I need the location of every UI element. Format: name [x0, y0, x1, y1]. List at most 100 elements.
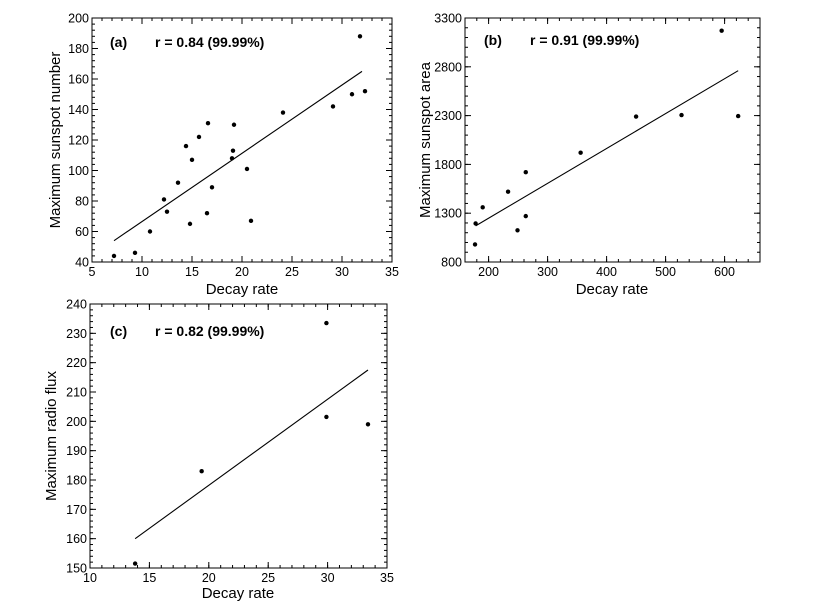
x-axis-label-c: Decay rate — [202, 585, 275, 602]
y-axis-label-b: Maximum sunspot area — [417, 61, 434, 218]
x-tick-labels-b: 200 300 400 500 600 — [478, 265, 735, 279]
y-tick-label: 40 — [75, 256, 89, 270]
data-point — [515, 228, 520, 233]
x-tick-label: 10 — [135, 265, 149, 279]
data-point — [175, 180, 181, 185]
data-point — [324, 320, 329, 326]
x-tick-label: 10 — [83, 571, 97, 585]
y-tick-label: 120 — [68, 134, 89, 148]
y-tick-label: 230 — [66, 327, 87, 341]
data-point — [280, 110, 286, 115]
correlation-label-c: r = 0.82 (99.99%) — [155, 323, 264, 339]
data-point — [349, 92, 355, 97]
fit-line-b — [475, 70, 739, 227]
data-point — [209, 185, 215, 190]
data-point — [111, 253, 117, 259]
data-point — [199, 469, 204, 474]
data-point — [187, 221, 193, 227]
data-point — [324, 414, 329, 420]
y-tick-label: 180 — [66, 474, 87, 488]
x-tick-label: 300 — [537, 265, 558, 279]
points-b — [472, 28, 741, 247]
data-point — [357, 34, 363, 39]
y-tick-label: 190 — [66, 444, 87, 458]
x-tick-label: 200 — [478, 265, 499, 279]
y-tick-label: 2800 — [434, 60, 462, 74]
x-tick-label: 5 — [89, 265, 96, 279]
y-tick-label: 180 — [68, 42, 89, 56]
y-tick-label: 200 — [66, 415, 87, 429]
x-tick-label: 600 — [714, 265, 735, 279]
data-point — [505, 189, 511, 194]
data-point — [472, 242, 478, 247]
y-tick-label: 2300 — [434, 109, 462, 123]
points-a — [111, 34, 368, 259]
x-tick-label: 400 — [596, 265, 617, 279]
data-point — [132, 561, 138, 566]
data-point — [330, 104, 336, 109]
x-tick-label: 25 — [261, 571, 275, 585]
ticks-c — [89, 303, 388, 569]
y-tick-label: 210 — [66, 386, 87, 400]
y-tick-labels-c: 150 160 170 180 190 200 210 220 230 240 — [66, 298, 87, 576]
y-tick-label: 60 — [75, 225, 89, 239]
data-point — [204, 211, 210, 216]
panel-c: 10 15 20 25 30 35 150 160 170 180 190 200 210 220 230… — [43, 298, 394, 603]
data-point — [164, 209, 170, 214]
y-tick-label: 800 — [441, 256, 462, 270]
y-tick-label: 200 — [68, 12, 89, 26]
y-tick-label: 1800 — [434, 158, 462, 172]
panel-label-b: (b) — [484, 32, 502, 48]
x-tick-label: 15 — [142, 571, 156, 585]
data-point — [205, 121, 211, 126]
y-tick-label: 160 — [68, 73, 89, 87]
x-tick-label: 30 — [321, 571, 335, 585]
y-tick-label: 3300 — [434, 12, 462, 26]
data-point — [132, 250, 138, 256]
panel-a: 5 10 15 20 25 30 35 40 60 80 100 120 140 160 180 200 (… — [47, 12, 399, 299]
x-tick-label: 20 — [235, 265, 249, 279]
y-tick-label: 100 — [68, 164, 89, 178]
data-point — [679, 112, 684, 118]
plot-frame-b — [464, 17, 761, 263]
x-tick-label: 35 — [385, 265, 399, 279]
ticks-a — [91, 17, 393, 263]
y-axis-label-c: Maximum radio flux — [43, 370, 60, 501]
data-point — [719, 28, 724, 33]
data-point — [480, 205, 485, 210]
y-tick-labels-a: 40 60 80 100 120 140 160 180 200 — [68, 12, 89, 270]
data-point — [248, 218, 254, 224]
ticks-b — [464, 17, 761, 263]
data-point — [161, 197, 167, 202]
data-point — [365, 422, 371, 427]
data-point — [362, 89, 368, 94]
fit-line-a — [113, 70, 363, 242]
data-point — [523, 213, 528, 219]
y-tick-label: 160 — [66, 532, 87, 546]
x-tick-label: 15 — [185, 265, 199, 279]
data-point — [523, 170, 528, 175]
correlation-label-a: r = 0.84 (99.99%) — [155, 34, 264, 50]
x-tick-label: 20 — [202, 571, 216, 585]
fit-line-c — [134, 369, 369, 540]
y-tick-label: 1300 — [434, 207, 462, 221]
data-point — [147, 229, 153, 234]
data-point — [231, 122, 237, 127]
panel-label-a: (a) — [110, 34, 127, 50]
x-tick-label: 35 — [380, 571, 394, 585]
y-tick-label: 220 — [66, 356, 87, 370]
x-tick-label: 30 — [335, 265, 349, 279]
data-point — [578, 150, 583, 155]
y-tick-label: 240 — [66, 298, 87, 312]
data-point — [230, 148, 236, 153]
x-tick-label: 25 — [285, 265, 299, 279]
x-axis-label-b: Decay rate — [576, 281, 649, 298]
points-c — [132, 320, 371, 566]
plot-frame-c — [89, 303, 388, 569]
data-point — [244, 166, 250, 172]
correlation-label-b: r = 0.91 (99.99%) — [530, 32, 639, 48]
y-tick-label: 80 — [75, 195, 89, 209]
y-tick-labels-b: 800 1300 1800 2300 2800 3300 — [434, 12, 462, 270]
data-point — [183, 143, 189, 149]
